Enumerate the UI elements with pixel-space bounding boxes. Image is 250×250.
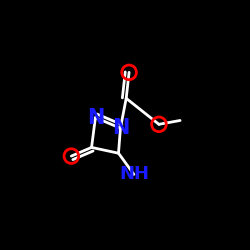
Text: N: N: [112, 118, 129, 138]
Text: N: N: [87, 108, 104, 128]
Text: NH: NH: [119, 166, 149, 184]
